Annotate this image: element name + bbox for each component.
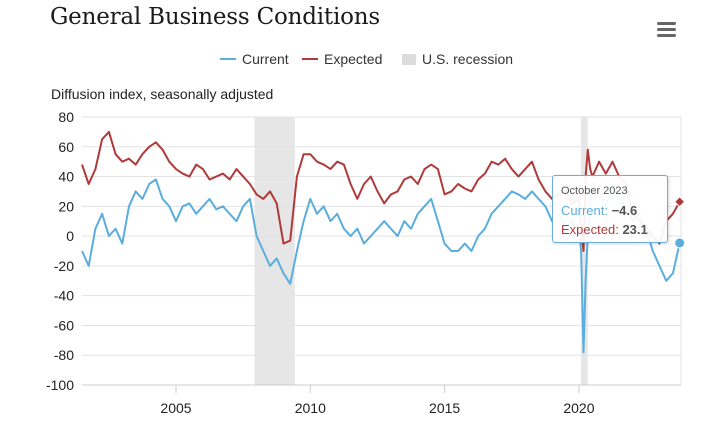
hamburger-menu-icon[interactable] [656,20,678,38]
gridlines [82,116,681,386]
legend-item-expected[interactable]: Expected [302,51,382,67]
recession-band [254,117,295,385]
tooltip: October 2023 Current: −4.6 Expected: 23.… [552,175,668,243]
tooltip-current-row: Current: −4.6 [561,203,637,218]
tooltip-expected-row: Expected: 23.1 [561,222,648,237]
expected-line-swatch-icon [302,58,318,60]
legend-label-expected: Expected [324,51,383,67]
legend-label-recession: U.S. recession [422,51,514,67]
y-tick-label: -80 [54,347,74,363]
y-tick-label: 80 [58,109,74,125]
y-tick-label: -60 [54,317,74,333]
current-line-swatch-icon [220,58,236,60]
y-tick-label: -100 [46,377,74,393]
y-tick-label: -20 [54,258,74,274]
chart-title: General Business Conditions [50,4,380,30]
x-tick-label: 2010 [295,400,326,416]
recession-swatch-icon [402,53,416,65]
legend: Current Expected U.S. recession [0,51,720,71]
y-tick-label: 40 [58,169,74,185]
series-lines [81,130,681,354]
series-line-expected [81,130,681,252]
tooltip-expected-label: Expected: [561,222,619,237]
x-tick-label: 2015 [429,400,460,416]
y-tick-label: -40 [54,288,74,304]
axes: 80 60 40 20 0 -20 -40 -60 -80 -100 2005 2010 2015 202… [46,109,682,416]
series-line-current [81,178,681,354]
y-tick-label: 60 [58,139,74,155]
legend-label-current: Current [242,51,289,67]
tooltip-date: October 2023 [561,185,628,197]
expected-last-point-marker [673,196,686,208]
tooltip-current-value: −4.6 [611,203,638,218]
series-markers [673,196,686,249]
tooltip-current-label: Current: [561,203,608,218]
legend-item-current[interactable]: Current [220,51,289,67]
y-tick-label: 0 [66,228,74,244]
x-tick-label: 2020 [563,400,594,416]
recession-bands [254,117,588,385]
legend-item-recession[interactable]: U.S. recession [402,51,513,67]
tooltip-expected-value: 23.1 [622,222,648,237]
y-tick-label: 20 [58,198,74,214]
current-last-point-marker [674,237,686,249]
y-axis-label: Diffusion index, seasonally adjusted [51,86,274,102]
x-tick-label: 2005 [160,400,191,416]
